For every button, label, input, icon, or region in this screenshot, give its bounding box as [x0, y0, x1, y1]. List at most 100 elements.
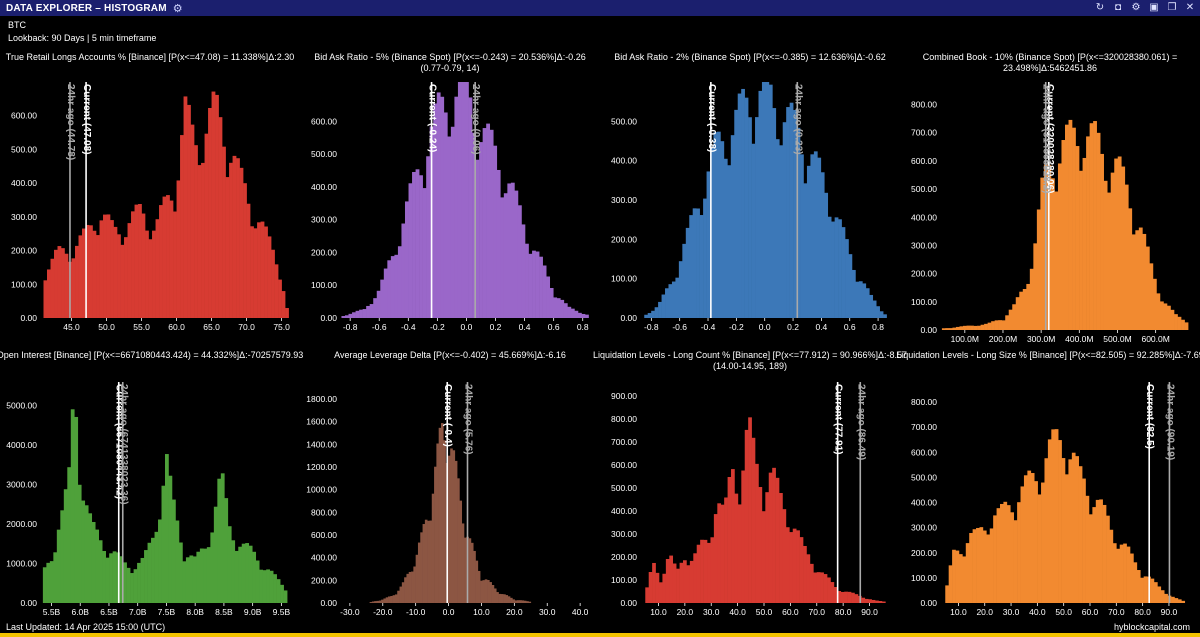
histogram-bar — [415, 554, 419, 603]
y-tick-label: 700.00 — [911, 128, 937, 138]
histogram-bar — [371, 601, 375, 603]
histogram-bar — [862, 283, 867, 318]
histogram-bar — [98, 540, 103, 603]
histogram-bar — [147, 542, 152, 603]
histogram-bar — [682, 243, 687, 318]
marker-label: 24hr ago (6741338023.36) — [118, 384, 129, 505]
histogram-bar — [996, 508, 1001, 603]
histogram-bar — [1079, 170, 1083, 330]
y-tick-label: 1600.00 — [306, 417, 337, 427]
histogram-bar — [218, 117, 223, 318]
y-tick-label: 400.00 — [11, 178, 37, 188]
histogram-bar — [1054, 429, 1059, 603]
histogram-bar — [987, 322, 992, 330]
x-tick-label: 0.6 — [548, 322, 560, 332]
settings-icon[interactable]: ⚙ — [1131, 2, 1141, 13]
x-tick-label: 70.0 — [808, 607, 825, 617]
histogram-bar — [955, 326, 960, 330]
histogram-bar — [473, 550, 476, 603]
histogram-bar — [204, 133, 209, 318]
y-tick-label: 200.00 — [911, 269, 937, 279]
y-tick-label: 200.00 — [311, 575, 337, 585]
histogram-bar — [748, 117, 752, 318]
x-tick-label: 30.0 — [1003, 607, 1020, 617]
histogram-bar — [503, 594, 506, 603]
histogram-bar — [840, 591, 845, 603]
histogram-bar — [514, 600, 518, 603]
refresh-icon[interactable]: ↻ — [1095, 2, 1105, 13]
histogram-bar — [260, 221, 265, 318]
histogram-bar — [159, 205, 163, 318]
y-tick-label: 0.00 — [920, 598, 937, 608]
histogram-bar — [803, 545, 807, 603]
sliders-icon[interactable]: ⚙ — [172, 2, 183, 15]
x-tick-label: 0.4 — [519, 322, 531, 332]
histogram-bar — [683, 560, 687, 603]
histogram-bar — [765, 492, 770, 603]
histogram-bar — [468, 538, 472, 603]
y-tick-label: 400.00 — [311, 182, 337, 192]
save-icon[interactable]: ▣ — [1149, 2, 1159, 13]
histogram-bar — [516, 600, 520, 603]
histogram-bar — [1020, 486, 1025, 603]
histogram-bar — [813, 151, 818, 318]
histogram-bar — [1184, 322, 1189, 330]
histogram-bar — [192, 556, 197, 603]
copy-icon[interactable]: ❐ — [1167, 2, 1177, 13]
histogram-bar — [1071, 452, 1076, 603]
histogram-bar — [1034, 481, 1038, 603]
histogram-bar — [105, 557, 110, 603]
histogram-bar — [703, 539, 708, 603]
y-tick-label: 0.00 — [320, 598, 337, 608]
histogram-bar — [662, 573, 667, 603]
histogram-bar — [758, 90, 763, 318]
close-icon[interactable]: ✕ — [1185, 2, 1195, 13]
panel-title: Liquidation Levels - Long Size % [Binanc… — [896, 350, 1200, 360]
histogram-bar — [1163, 303, 1168, 330]
histogram-bar — [976, 527, 980, 603]
histogram-bar — [415, 169, 420, 318]
histogram-bar — [264, 226, 268, 318]
histogram-bar — [1106, 515, 1110, 603]
x-tick-label: -0.6 — [372, 322, 387, 332]
histogram-bar — [166, 195, 170, 318]
histogram-bar — [528, 601, 532, 603]
toolbar-icons: ↻ ◘ ⚙ ▣ ❐ ✕ — [1094, 0, 1196, 16]
x-tick-label: 0.8 — [872, 322, 884, 332]
marker-label: Current (6671080443.42) — [114, 384, 125, 499]
histogram-bar — [844, 591, 848, 603]
x-tick-label: -0.4 — [401, 322, 416, 332]
histogram-bar — [411, 571, 414, 603]
histogram-bar — [378, 600, 382, 603]
histogram-bar — [768, 472, 773, 603]
histogram-bar — [945, 585, 949, 603]
histogram-bar — [1095, 499, 1100, 603]
histogram-bar — [775, 477, 780, 603]
x-tick-label: -0.2 — [729, 322, 744, 332]
brand-link[interactable]: hyblockcapital.com — [1113, 622, 1190, 632]
histogram-bar — [952, 327, 957, 330]
camera-icon[interactable]: ◘ — [1114, 2, 1122, 13]
histogram-bar — [213, 506, 218, 603]
histogram-bar — [675, 277, 680, 318]
histogram-panel-8: Liquidation Levels - Long Size % [Binanc… — [896, 350, 1200, 617]
histogram-bar — [1068, 119, 1073, 330]
histogram-bar — [486, 123, 491, 318]
histogram-bar — [755, 117, 759, 318]
histogram-bar — [1130, 553, 1134, 603]
histogram-bar — [1006, 505, 1011, 603]
histogram-bar — [117, 234, 121, 318]
histogram-bar — [236, 158, 240, 318]
histogram-bar — [280, 584, 284, 603]
y-tick-label: 400.00 — [911, 212, 937, 222]
y-tick-label: 500.00 — [311, 149, 337, 159]
histogram-bar — [487, 580, 490, 603]
histogram-bar — [253, 228, 258, 318]
x-tick-label: 20.0 — [976, 607, 993, 617]
histogram-bar — [472, 132, 476, 318]
histogram-bar — [57, 246, 62, 318]
histogram-bar — [696, 208, 700, 318]
x-tick-label: 65.0 — [203, 322, 220, 332]
histogram-bar — [53, 552, 58, 603]
histogram-bar — [689, 560, 694, 603]
